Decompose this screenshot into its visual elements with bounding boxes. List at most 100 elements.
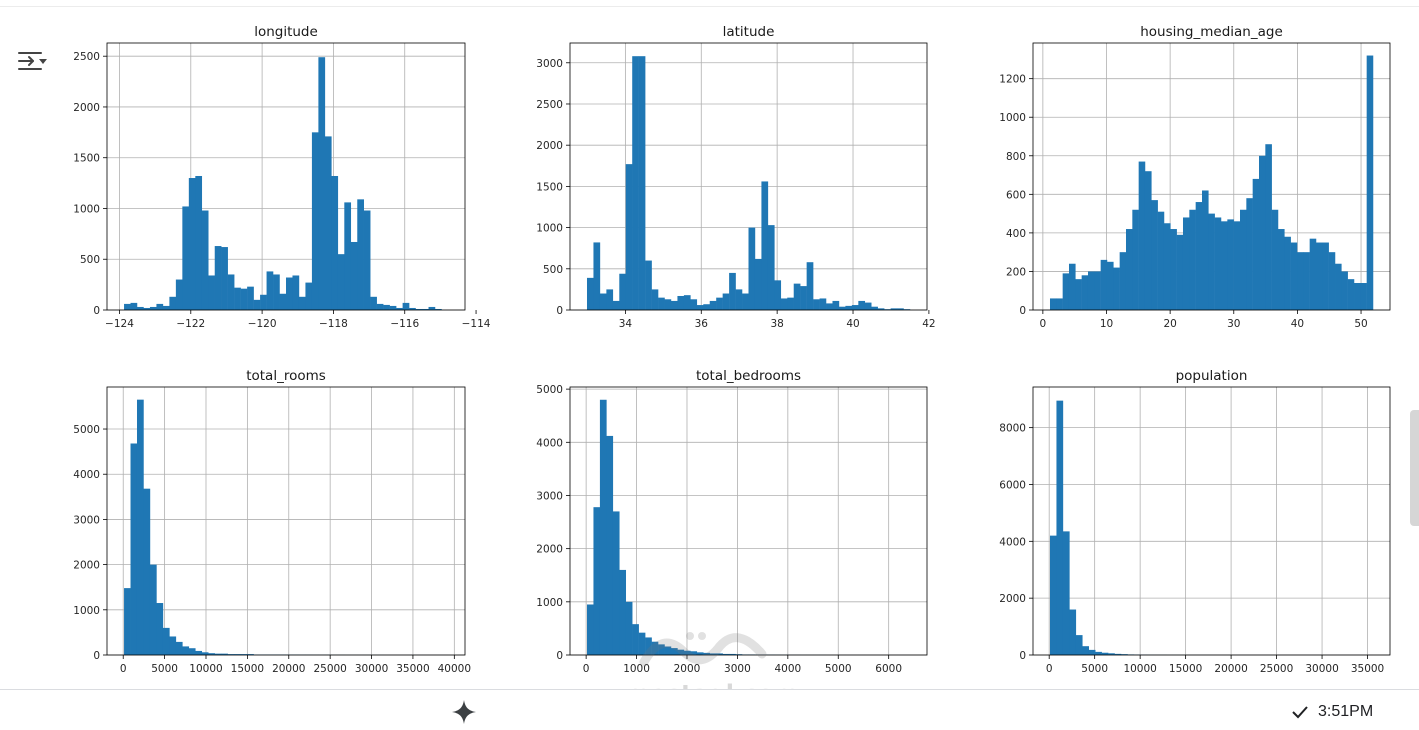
histogram-bar bbox=[729, 273, 736, 310]
histogram-bar bbox=[871, 307, 878, 310]
y-tick-label: 1500 bbox=[73, 153, 100, 165]
y-tick-label: 0 bbox=[93, 650, 100, 662]
y-tick-label: 4000 bbox=[536, 437, 563, 449]
y-tick-label: 2500 bbox=[73, 51, 100, 63]
histogram-bar bbox=[377, 304, 384, 310]
histogram-bar bbox=[736, 289, 743, 310]
histogram-bar bbox=[137, 400, 144, 655]
x-tick-label: −120 bbox=[248, 318, 277, 330]
execution-time: 3:51PM bbox=[1318, 703, 1373, 721]
y-tick-label: 1000 bbox=[999, 112, 1026, 124]
histogram-bar bbox=[156, 304, 163, 310]
execution-status: 3:51PM bbox=[1290, 700, 1373, 724]
x-tick-label: −118 bbox=[319, 318, 348, 330]
y-tick-label: 600 bbox=[1006, 189, 1026, 201]
histogram-bar bbox=[357, 199, 364, 310]
y-tick-label: 1000 bbox=[73, 203, 100, 215]
histogram-bar bbox=[1297, 252, 1304, 310]
histogram-bar bbox=[619, 570, 626, 655]
y-tick-label: 0 bbox=[1019, 305, 1026, 317]
panel-title: longitude bbox=[254, 24, 318, 40]
histogram-bar bbox=[1158, 212, 1165, 310]
histogram-bar bbox=[383, 305, 390, 310]
histogram-bar bbox=[690, 651, 697, 655]
y-tick-label: 4000 bbox=[999, 536, 1026, 548]
histogram-bar bbox=[176, 280, 183, 310]
y-tick-label: 200 bbox=[1006, 266, 1026, 278]
histogram-bar bbox=[1215, 217, 1222, 310]
histogram-bar bbox=[820, 298, 827, 310]
histogram-bar bbox=[1240, 210, 1247, 310]
histogram-bar bbox=[1316, 243, 1323, 310]
histogram-bar bbox=[1348, 279, 1355, 310]
panel-title: latitude bbox=[723, 24, 775, 40]
histogram-bar bbox=[234, 288, 241, 310]
histogram-bar bbox=[163, 628, 170, 655]
y-tick-label: 2000 bbox=[999, 593, 1026, 605]
x-tick-label: 38 bbox=[770, 318, 783, 330]
histogram-bar bbox=[639, 633, 646, 655]
y-tick-label: 2000 bbox=[536, 544, 563, 556]
y-tick-label: 0 bbox=[1019, 650, 1026, 662]
histogram-bar bbox=[267, 271, 274, 310]
histogram-bar bbox=[768, 225, 775, 310]
histogram-bar bbox=[645, 261, 652, 310]
histogram-bar bbox=[208, 275, 215, 310]
sparkle-icon[interactable] bbox=[450, 698, 478, 726]
y-tick-label: 2000 bbox=[536, 140, 563, 152]
histogram-bar bbox=[254, 300, 261, 310]
histogram-bar bbox=[697, 305, 704, 310]
histogram-bar bbox=[684, 651, 691, 655]
histogram-bar bbox=[626, 602, 633, 655]
x-tick-label: 10000 bbox=[1123, 663, 1156, 675]
histogram-bar bbox=[587, 278, 594, 310]
y-tick-label: 3000 bbox=[536, 490, 563, 502]
scrollbar-thumb[interactable] bbox=[1410, 410, 1419, 526]
histogram-bar bbox=[813, 299, 820, 310]
y-tick-label: 1000 bbox=[73, 605, 100, 617]
histogram-bar bbox=[858, 301, 865, 310]
x-tick-label: 6000 bbox=[875, 663, 902, 675]
histogram-bar bbox=[865, 303, 872, 310]
x-tick-label: 25000 bbox=[1260, 663, 1293, 675]
histogram-bar bbox=[1170, 229, 1177, 310]
histogram-bar bbox=[1354, 283, 1361, 310]
x-tick-label: 5000 bbox=[151, 663, 178, 675]
histogram-bar bbox=[338, 254, 345, 310]
histogram-bar bbox=[749, 228, 756, 310]
histogram-bar bbox=[1101, 260, 1108, 310]
histogram-bar bbox=[1265, 144, 1272, 310]
histogram-bar bbox=[195, 176, 202, 310]
histogram-bar bbox=[344, 202, 351, 310]
x-tick-label: 20000 bbox=[1214, 663, 1247, 675]
histogram-bar bbox=[1177, 235, 1184, 310]
histogram-bar bbox=[1095, 652, 1102, 655]
histogram-bar bbox=[1221, 221, 1228, 310]
x-tick-label: 40 bbox=[846, 318, 859, 330]
histogram-bar bbox=[1075, 279, 1082, 310]
x-tick-label: −114 bbox=[462, 318, 491, 330]
histogram-bar bbox=[1069, 610, 1076, 655]
histogram-bar bbox=[1145, 171, 1152, 310]
histogram-bar bbox=[658, 644, 665, 655]
histogram-bar bbox=[143, 489, 150, 655]
histogram-bar bbox=[156, 603, 163, 655]
panel-title: total_rooms bbox=[246, 368, 326, 384]
status-bar bbox=[0, 689, 1419, 728]
histogram-bar bbox=[826, 303, 833, 310]
histogram-bar bbox=[1094, 271, 1101, 310]
y-tick-label: 1000 bbox=[536, 223, 563, 235]
x-tick-label: 40 bbox=[1291, 318, 1304, 330]
histogram-bar bbox=[247, 287, 254, 310]
histogram-bar bbox=[390, 306, 397, 310]
y-tick-label: 1200 bbox=[999, 74, 1026, 86]
x-tick-label: 40000 bbox=[438, 663, 471, 675]
y-tick-label: 6000 bbox=[999, 479, 1026, 491]
y-tick-label: 2000 bbox=[73, 102, 100, 114]
x-tick-label: 42 bbox=[922, 318, 935, 330]
histogram-bar bbox=[652, 289, 659, 310]
histogram-bar bbox=[645, 637, 652, 655]
histogram-bar bbox=[613, 301, 620, 310]
histogram-bar bbox=[1360, 283, 1367, 310]
